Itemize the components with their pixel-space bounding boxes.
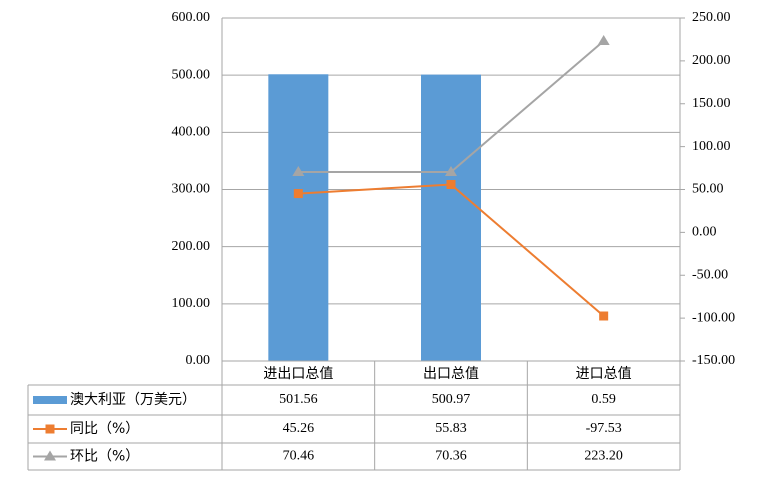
y-tick-label: 200.00 bbox=[172, 239, 211, 254]
legend-label: 同比（%） bbox=[70, 421, 139, 437]
y2-tick-label: 0.00 bbox=[692, 225, 717, 240]
y-tick-label: 100.00 bbox=[172, 296, 211, 311]
table-value: 70.36 bbox=[435, 449, 467, 464]
y-tick-label: 0.00 bbox=[186, 353, 211, 368]
y2-tick-label: -100.00 bbox=[692, 310, 735, 325]
legend-key bbox=[33, 396, 67, 404]
table-value: 223.20 bbox=[584, 449, 623, 464]
y2-tick-label: -150.00 bbox=[692, 353, 735, 368]
marker bbox=[45, 424, 55, 434]
bar bbox=[268, 74, 329, 361]
y-tick-label: 500.00 bbox=[172, 67, 211, 82]
x-tick-label: 出口总值 bbox=[423, 366, 479, 382]
legend-label: 澳大利亚（万美元） bbox=[70, 392, 196, 408]
table-value: 70.46 bbox=[283, 449, 315, 464]
marker bbox=[599, 311, 609, 321]
marker bbox=[446, 180, 456, 190]
x-tick-label: 进口总值 bbox=[576, 366, 632, 382]
table-value: 0.59 bbox=[591, 392, 616, 407]
table-value: 55.83 bbox=[435, 421, 467, 436]
marker bbox=[293, 189, 303, 199]
bar bbox=[421, 74, 481, 361]
table-value: 500.97 bbox=[432, 392, 471, 407]
marker bbox=[44, 450, 56, 461]
y-tick-label: 400.00 bbox=[172, 125, 211, 140]
marker bbox=[292, 165, 305, 176]
y2-tick-label: 50.00 bbox=[692, 182, 724, 197]
legend-label: 环比（%） bbox=[70, 449, 139, 465]
y2-tick-label: 100.00 bbox=[692, 139, 731, 154]
y2-tick-label: -50.00 bbox=[692, 267, 728, 282]
y2-tick-label: 250.00 bbox=[692, 10, 731, 25]
x-tick-label: 进出口总值 bbox=[263, 366, 333, 382]
marker bbox=[597, 34, 610, 45]
y-tick-label: 300.00 bbox=[172, 182, 211, 197]
y2-tick-label: 150.00 bbox=[692, 96, 731, 111]
table-value: 45.26 bbox=[283, 421, 315, 436]
table-value: -97.53 bbox=[586, 421, 622, 436]
marker bbox=[445, 166, 457, 177]
table-value: 501.56 bbox=[279, 392, 318, 407]
y-tick-label: 600.00 bbox=[172, 10, 211, 25]
y2-tick-label: 200.00 bbox=[692, 53, 731, 68]
